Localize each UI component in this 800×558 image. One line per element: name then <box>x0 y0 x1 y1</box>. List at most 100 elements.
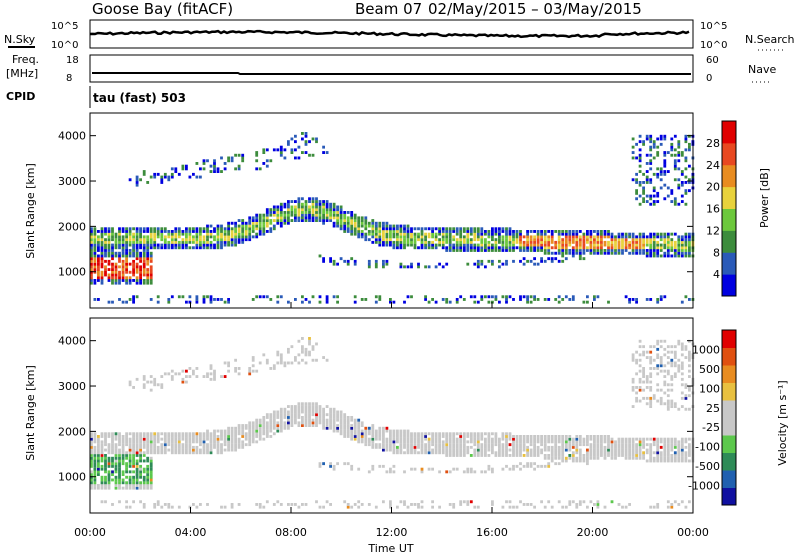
colorbar-tick-label: 16 <box>706 203 720 216</box>
heatmap-cell <box>406 445 410 449</box>
heatmap-cell <box>656 243 660 247</box>
heatmap-cell <box>279 424 283 427</box>
heatmap-cell <box>480 454 484 457</box>
heatmap-cell <box>255 418 259 422</box>
heatmap-cell <box>427 243 431 247</box>
heatmap-cell <box>227 224 230 228</box>
heatmap-cell <box>343 413 347 417</box>
heatmap-cell <box>97 279 100 282</box>
heatmap-cell <box>244 435 248 438</box>
heatmap-cell <box>688 356 691 359</box>
heatmap-cell <box>459 435 463 438</box>
heatmap-cell <box>142 172 146 176</box>
heatmap-cell <box>424 246 427 250</box>
nsky-series-line <box>89 29 690 39</box>
heatmap-cell <box>107 232 111 236</box>
heatmap-cell <box>149 486 153 490</box>
heatmap-cell <box>294 140 297 144</box>
heatmap-cell <box>596 243 600 247</box>
heatmap-cell <box>624 232 628 236</box>
heatmap-cell <box>135 464 139 468</box>
heatmap-cell <box>670 437 674 441</box>
heatmap-cell <box>441 235 445 239</box>
heatmap-cell <box>237 367 241 370</box>
heatmap-cell <box>420 437 424 441</box>
heatmap-cell <box>473 448 477 452</box>
heatmap-cell <box>666 383 670 387</box>
heatmap-cell <box>526 246 529 250</box>
heatmap-cell <box>673 159 677 163</box>
heatmap-cell <box>455 298 459 301</box>
heatmap-cell <box>680 300 684 304</box>
x-tick-label: 00:00 <box>677 526 709 539</box>
heatmap-cell <box>139 459 142 463</box>
heatmap-cell <box>107 470 111 474</box>
heatmap-cell <box>652 451 656 455</box>
heatmap-cell <box>121 300 125 304</box>
heatmap-cell <box>434 432 438 436</box>
heatmap-cell <box>353 300 357 304</box>
heatmap-cell <box>385 429 389 433</box>
heatmap-cell <box>287 221 290 225</box>
heatmap-cell <box>586 437 589 441</box>
heatmap-cell <box>396 448 399 452</box>
heatmap-cell <box>163 432 167 436</box>
heatmap-cell <box>223 230 227 233</box>
heatmap-cell <box>688 298 691 301</box>
heatmap-cell <box>149 456 153 460</box>
heatmap-cell <box>318 410 322 414</box>
heatmap-cell <box>673 345 677 349</box>
heatmap-cell <box>276 426 280 430</box>
heatmap-cell <box>350 219 354 222</box>
heatmap-cell <box>227 235 230 239</box>
heatmap-cell <box>452 235 456 239</box>
heatmap-cell <box>167 232 171 236</box>
colorbar-tick-label: 20 <box>706 181 720 194</box>
heatmap-cell <box>311 358 315 362</box>
heatmap-cell <box>139 235 142 239</box>
heatmap-cell <box>135 268 139 271</box>
heatmap-cell <box>195 298 199 301</box>
heatmap-cell <box>624 249 628 252</box>
heatmap-cell <box>484 440 487 444</box>
heatmap-cell <box>515 246 519 250</box>
heatmap-cell <box>434 448 438 452</box>
heatmap-cell <box>382 440 385 444</box>
heatmap-cell <box>301 424 304 427</box>
heatmap-cell <box>195 230 199 233</box>
heatmap-cell <box>543 454 547 457</box>
heatmap-cell <box>677 243 681 247</box>
heatmap-cell <box>93 270 97 274</box>
heatmap-cell <box>135 265 139 269</box>
heatmap-cell <box>128 281 132 285</box>
heatmap-cell <box>389 448 392 452</box>
heatmap-cell <box>287 421 290 425</box>
heatmap-cell <box>519 243 522 247</box>
heatmap-cell <box>673 134 677 138</box>
heatmap-cell <box>529 300 533 304</box>
heatmap-cell <box>93 462 97 466</box>
heatmap-cell <box>600 445 603 449</box>
heatmap-cell <box>561 298 565 301</box>
heatmap-cell <box>501 235 505 239</box>
heatmap-cell <box>568 437 572 441</box>
heatmap-cell <box>325 405 329 408</box>
heatmap-cell <box>146 475 150 479</box>
heatmap-cell <box>248 224 252 228</box>
heatmap-cell <box>635 238 638 242</box>
heatmap-cell <box>670 388 674 392</box>
heatmap-cell <box>680 364 684 368</box>
heatmap-cell <box>128 445 132 449</box>
heatmap-cell <box>107 254 111 258</box>
heatmap-cell <box>663 151 667 154</box>
heatmap-cell <box>484 443 487 447</box>
heatmap-cell <box>139 437 142 441</box>
heatmap-cell <box>680 353 684 357</box>
heatmap-cell <box>476 454 480 457</box>
heatmap-cell <box>153 505 157 509</box>
heatmap-cell <box>132 486 135 490</box>
heatmap-cell <box>332 418 336 422</box>
heatmap-cell <box>652 251 656 255</box>
freq-panel <box>89 54 694 83</box>
